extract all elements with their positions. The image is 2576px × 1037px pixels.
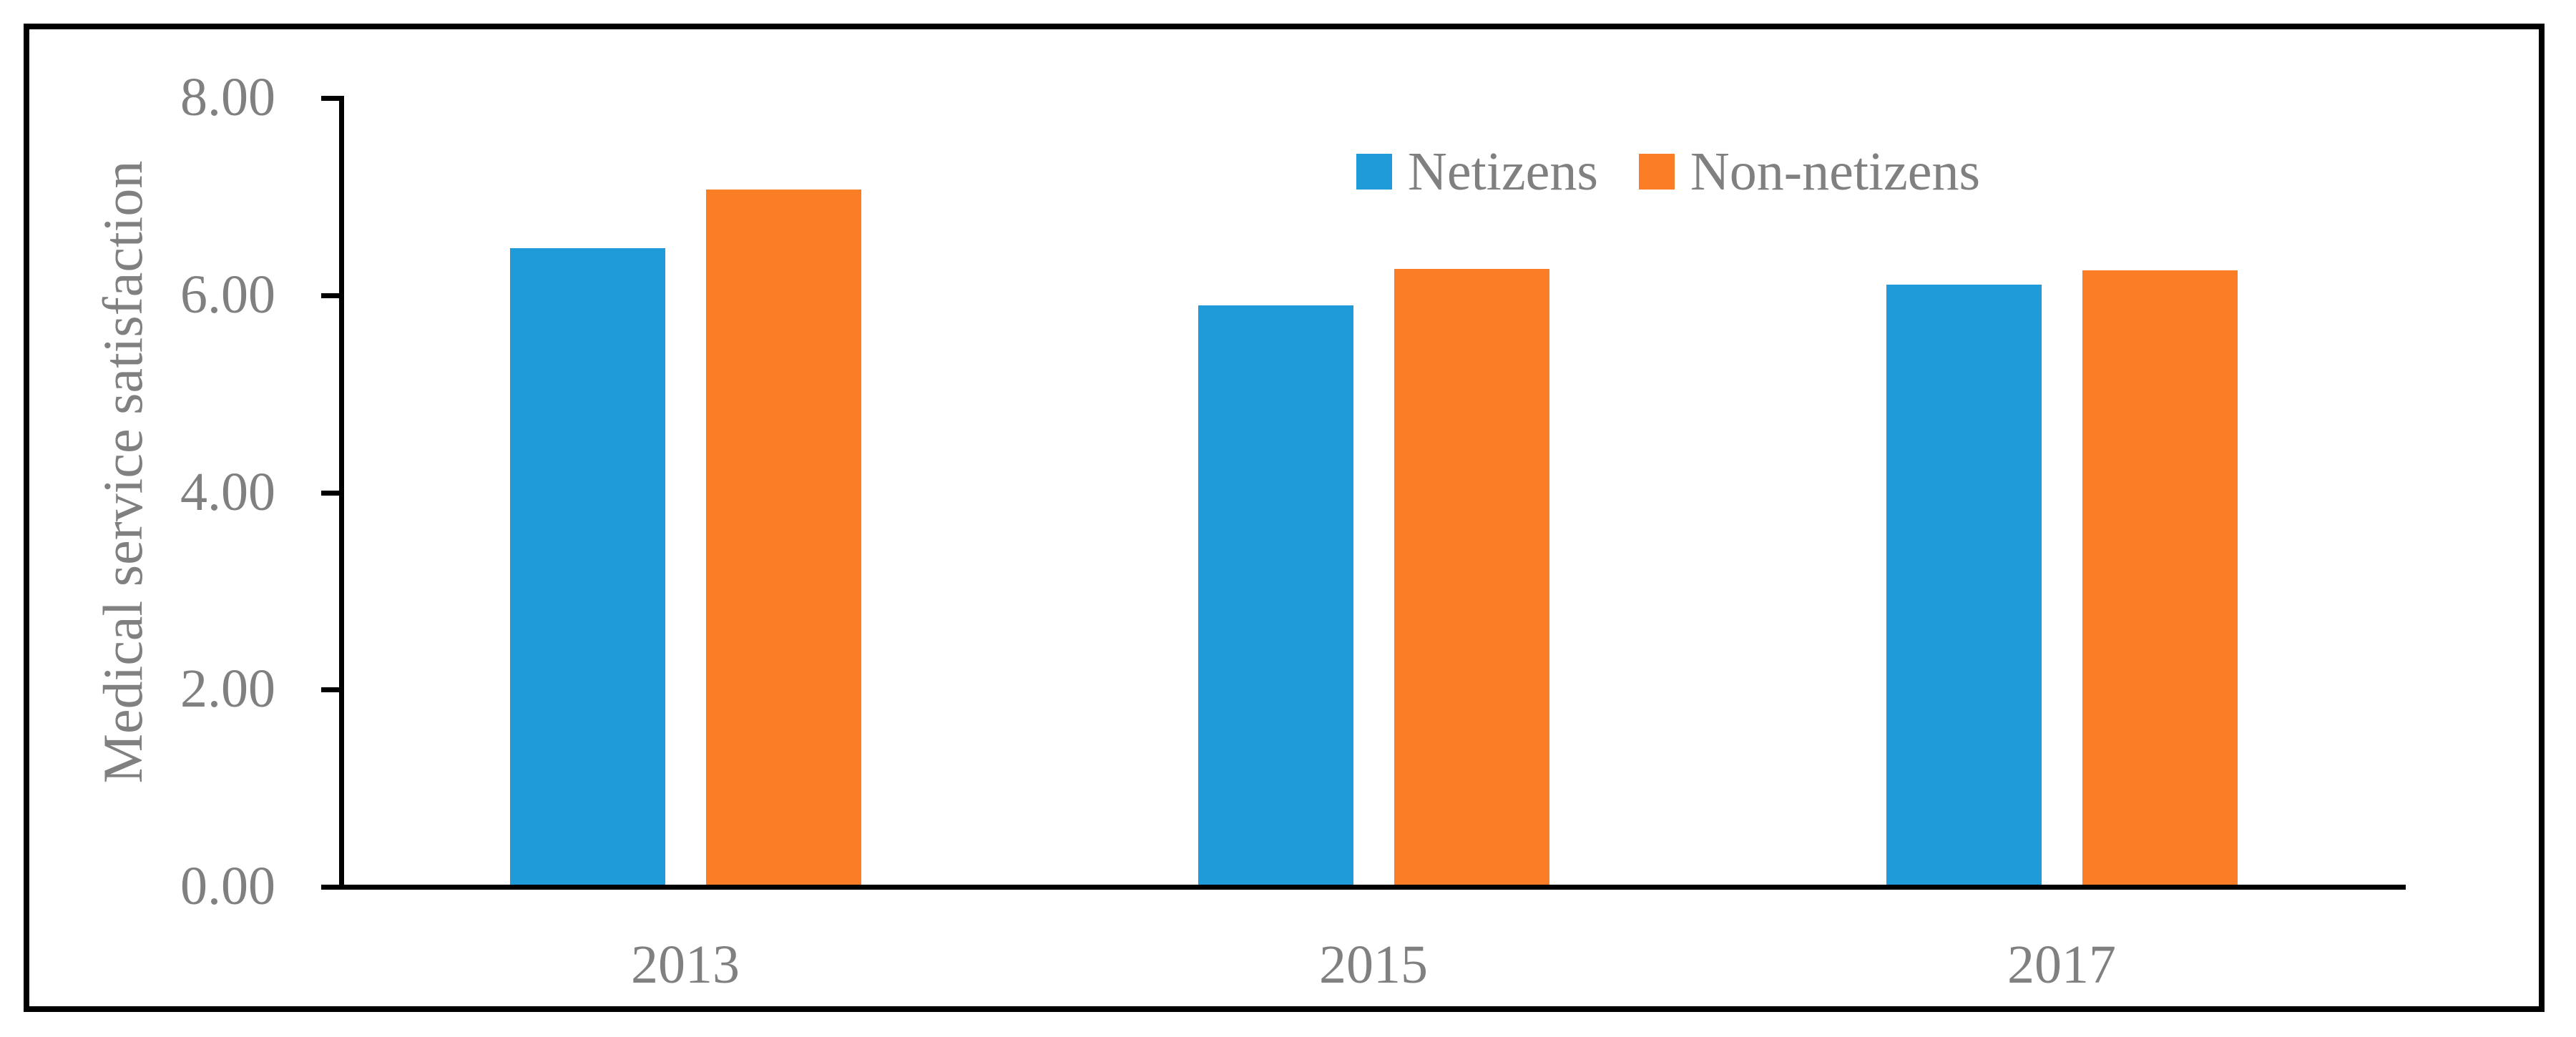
bar-netizens-2013 — [510, 248, 665, 887]
bar-netizens-2017 — [1886, 285, 2042, 887]
legend-item-netizens: Netizens — [1356, 144, 1598, 199]
x-category-label: 2013 — [631, 935, 740, 995]
netizens-swatch-icon — [1356, 154, 1392, 190]
legend-item-non-netizens: Non-netizens — [1638, 142, 1981, 202]
legend-label-netizens: Netizens — [1408, 142, 1598, 202]
x-axis-line — [339, 885, 2406, 890]
y-tick-label: 0.00 — [180, 856, 275, 916]
bar-non-netizens-2017 — [2082, 270, 2238, 887]
legend: Netizens Non-netizens — [1356, 142, 1980, 202]
y-tick-mark — [321, 687, 341, 692]
y-tick-label: 2.00 — [180, 659, 275, 719]
y-axis-line — [339, 96, 344, 890]
y-tick-label: 4.00 — [180, 462, 275, 522]
y-tick-mark — [321, 293, 341, 298]
bar-non-netizens-2013 — [706, 190, 861, 887]
non-netizens-swatch-icon — [1638, 154, 1675, 190]
y-tick-label: 6.00 — [180, 265, 275, 325]
figure-border — [24, 24, 2545, 1012]
x-category-label: 2017 — [2007, 935, 2116, 995]
y-tick-label: 8.00 — [180, 67, 275, 127]
legend-label-non-netizens: Non-netizens — [1690, 142, 1981, 202]
y-tick-mark — [321, 96, 341, 101]
y-tick-mark — [321, 491, 341, 496]
y-tick-mark — [321, 885, 341, 890]
x-category-label: 2015 — [1319, 935, 1428, 995]
bar-netizens-2015 — [1198, 305, 1353, 887]
bar-non-netizens-2015 — [1394, 269, 1549, 887]
